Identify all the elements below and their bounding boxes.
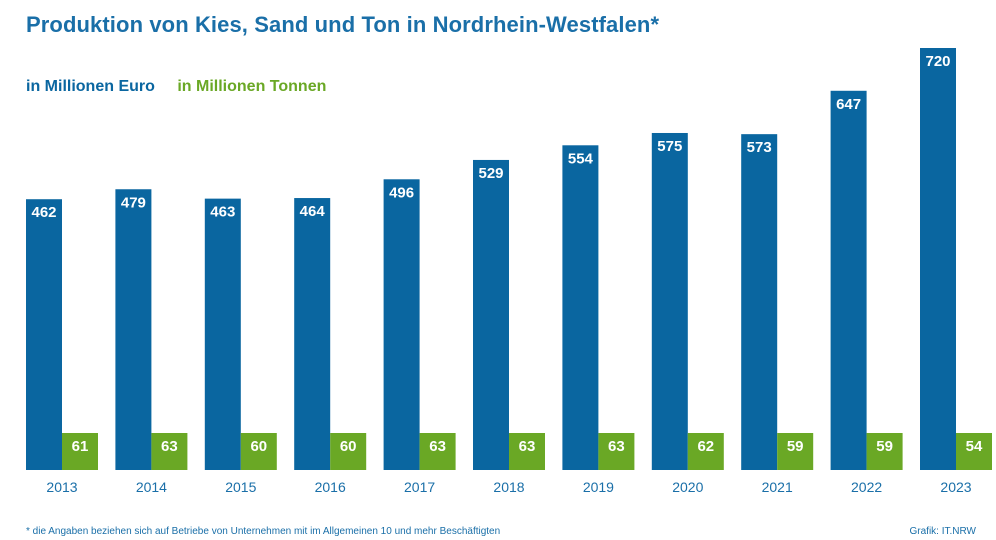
chart-title: Produktion von Kies, Sand und Ton in Nor… (26, 12, 660, 37)
value-label-tonnen-2023: 54 (966, 438, 983, 455)
value-label-euro-2018: 529 (478, 165, 503, 182)
value-label-tonnen-2021: 59 (787, 438, 804, 455)
value-label-tonnen-2016: 60 (340, 438, 357, 455)
bar-euro-2016 (294, 198, 331, 471)
bar-euro-2015 (204, 198, 241, 470)
value-label-tonnen-2014: 63 (161, 438, 178, 455)
bar-euro-2020 (651, 132, 688, 470)
bar-tonnen-2014 (151, 433, 188, 470)
bar-tonnen-2020 (687, 433, 724, 470)
bar-euro-2021 (741, 134, 778, 471)
bar-euro-2017 (383, 179, 420, 471)
value-label-tonnen-2018: 63 (519, 438, 536, 455)
value-label-euro-2017: 496 (389, 184, 414, 201)
credit: Grafik: IT.NRW (909, 526, 976, 537)
bar-euro-2019 (562, 145, 599, 471)
x-tick-2017: 2017 (404, 479, 435, 495)
bar-tonnen-2022 (866, 433, 903, 470)
footnote: * die Angaben beziehen sich auf Betriebe… (26, 526, 501, 537)
x-tick-2023: 2023 (940, 479, 971, 495)
x-tick-2018: 2018 (493, 479, 524, 495)
x-tick-2013: 2013 (46, 479, 77, 495)
value-label-euro-2015: 463 (210, 204, 235, 221)
value-label-euro-2013: 462 (31, 204, 56, 221)
bar-euro-2014 (115, 189, 152, 470)
value-label-euro-2014: 479 (121, 194, 146, 211)
bar-tonnen-2016 (330, 433, 367, 470)
value-label-tonnen-2020: 62 (697, 438, 714, 455)
bar-tonnen-2018 (509, 433, 545, 470)
x-tick-2021: 2021 (762, 479, 793, 495)
x-tick-2016: 2016 (315, 479, 346, 495)
legend-tonnen: in Millionen Tonnen (177, 78, 327, 95)
bar-tonnen-2021 (777, 433, 814, 470)
bar-euro-2023 (920, 48, 956, 470)
legend: in Millionen Euro in Millionen Tonnen (26, 78, 326, 96)
x-tick-2014: 2014 (136, 479, 167, 495)
bar-tonnen-2013 (62, 433, 98, 470)
value-label-euro-2019: 554 (568, 150, 594, 167)
value-label-euro-2022: 647 (836, 96, 861, 113)
value-label-euro-2016: 464 (300, 203, 326, 220)
x-tick-2022: 2022 (851, 479, 882, 495)
value-label-euro-2021: 573 (747, 139, 772, 156)
value-label-euro-2020: 575 (657, 138, 682, 155)
bar-euro-2018 (473, 159, 509, 471)
x-tick-2015: 2015 (225, 479, 256, 495)
value-label-tonnen-2013: 61 (72, 438, 89, 455)
bar-euro-2022 (830, 90, 867, 471)
bar-tonnen-2023 (956, 433, 992, 470)
value-label-tonnen-2019: 63 (608, 438, 625, 455)
bar-euro-2013 (26, 199, 62, 470)
value-label-tonnen-2022: 59 (876, 438, 893, 455)
bar-tonnen-2019 (598, 433, 635, 470)
value-label-euro-2023: 720 (925, 53, 950, 70)
value-label-tonnen-2015: 60 (250, 438, 267, 455)
x-tick-2019: 2019 (583, 479, 614, 495)
x-tick-2020: 2020 (672, 479, 703, 495)
legend-euro: in Millionen Euro (26, 78, 155, 95)
bar-tonnen-2017 (419, 433, 456, 470)
bar-tonnen-2015 (240, 433, 277, 470)
value-label-tonnen-2017: 63 (429, 438, 446, 455)
